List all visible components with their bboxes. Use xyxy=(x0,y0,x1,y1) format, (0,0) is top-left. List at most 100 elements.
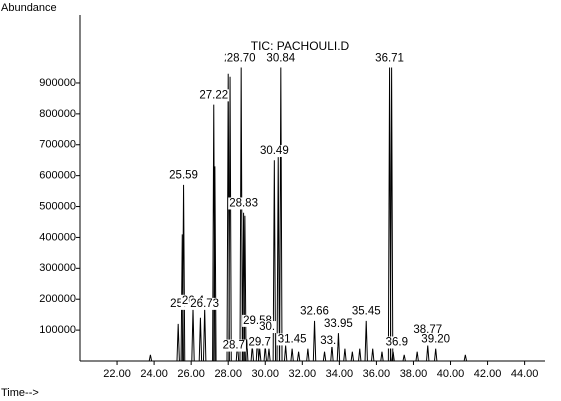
peak-label-bg xyxy=(189,297,221,310)
x-tick-label: 26.00 xyxy=(177,368,205,380)
peak xyxy=(198,317,203,362)
peak-label: 33. xyxy=(320,335,336,347)
peak-label-bg xyxy=(412,324,444,337)
peak-label-bg xyxy=(276,333,308,346)
y-axis-label: Abundance xyxy=(1,2,57,14)
peak-label: 38.77 xyxy=(413,324,442,336)
peak xyxy=(245,339,249,362)
peak xyxy=(258,348,262,362)
peak-label: 32.66 xyxy=(300,306,329,318)
peak xyxy=(213,166,217,362)
peak xyxy=(433,348,438,362)
peak-label: 39.20 xyxy=(421,333,450,345)
chart-title: TIC: PACHOULI.D xyxy=(251,39,350,53)
peak-label-bg xyxy=(247,336,272,349)
peak xyxy=(336,333,341,362)
peak xyxy=(239,67,243,362)
peak xyxy=(391,351,395,362)
peak xyxy=(330,345,334,362)
x-tick-label: 30.00 xyxy=(251,368,279,380)
peak-label: 28.83 xyxy=(229,197,258,209)
y-tick-label: 300000 xyxy=(39,262,76,274)
y-tick-label: 200000 xyxy=(39,293,76,305)
peak xyxy=(290,348,294,362)
peak xyxy=(463,354,468,362)
peak xyxy=(267,348,271,362)
peak-label: 30.84 xyxy=(266,52,295,64)
peak xyxy=(358,348,362,362)
peak-label-bg xyxy=(374,52,405,65)
peak xyxy=(389,67,394,362)
peak xyxy=(279,67,283,362)
x-tick-label: 36.00 xyxy=(363,368,391,380)
y-tick-label: 500000 xyxy=(39,200,76,212)
peak xyxy=(350,351,355,362)
peak-label: 28.7 xyxy=(223,340,245,352)
x-tick-label: 40.00 xyxy=(437,368,465,380)
x-tick-label: 24.00 xyxy=(140,368,168,380)
peak xyxy=(426,345,430,362)
peak-label: 30.49 xyxy=(260,145,289,157)
x-tick-label: 32.00 xyxy=(289,368,317,380)
y-tick-label: 900000 xyxy=(39,77,76,89)
peak xyxy=(176,323,180,362)
x-tick-label: 44.00 xyxy=(511,368,539,380)
x-axis-label: Time--> xyxy=(1,387,39,399)
peak-label-bg xyxy=(323,317,354,330)
peak xyxy=(415,351,419,362)
peak xyxy=(191,308,195,362)
peak xyxy=(272,160,277,362)
y-tick-label: 600000 xyxy=(39,170,76,182)
peak-label-bg xyxy=(221,339,246,352)
x-tick-label: 22.00 xyxy=(103,368,131,380)
peak-label: 33.95 xyxy=(324,318,353,330)
peak xyxy=(322,351,327,362)
y-tick-label: 800000 xyxy=(39,108,76,120)
peak xyxy=(228,76,232,362)
x-tick-label: 38.00 xyxy=(400,368,428,380)
peak-label-bg xyxy=(258,144,290,157)
peak-label-bg xyxy=(198,89,230,102)
peak-label-bg xyxy=(350,305,382,318)
peak-label-bg xyxy=(265,52,297,65)
y-tick-label: 700000 xyxy=(39,139,76,151)
x-tick-label: 28.00 xyxy=(214,368,242,380)
peak xyxy=(364,320,368,362)
peak-label-bg xyxy=(319,334,338,347)
peak xyxy=(255,336,260,362)
y-tick-label: 400000 xyxy=(39,231,76,243)
peak-label: 29.7 xyxy=(249,336,271,348)
peak-label-bg xyxy=(228,197,259,210)
peak-label: 36.9 xyxy=(386,336,408,348)
x-tick-label: 42.00 xyxy=(474,368,502,380)
peak-label: 30. xyxy=(259,321,275,333)
peak xyxy=(243,215,247,362)
peak-label-bg xyxy=(299,305,330,318)
peak xyxy=(371,348,375,362)
peak xyxy=(380,351,384,362)
peak xyxy=(202,308,207,362)
peak xyxy=(306,348,310,362)
peak-label-bg xyxy=(225,52,257,65)
peak-label: 31.45 xyxy=(278,333,307,345)
peak xyxy=(283,345,288,362)
y-tick-label: 100000 xyxy=(39,324,76,336)
peak xyxy=(276,157,280,362)
peak-label-bg xyxy=(420,333,452,346)
peak-label: 35.45 xyxy=(352,306,381,318)
x-tick-label: 34.00 xyxy=(326,368,354,380)
peak xyxy=(402,354,406,362)
peak-label-bg xyxy=(384,336,409,349)
peak-label-bg xyxy=(258,321,277,334)
peak xyxy=(296,351,301,362)
peak-label-bg xyxy=(168,169,199,182)
peak-label: 25.59 xyxy=(169,170,198,182)
peak-label: 28.70 xyxy=(227,52,256,64)
peak-label: 27.22 xyxy=(199,89,228,101)
peak-label: 26.73 xyxy=(190,298,219,310)
peak xyxy=(312,320,317,362)
peak-label: 36.71 xyxy=(375,52,404,64)
peak xyxy=(148,354,153,362)
peak xyxy=(343,348,347,362)
